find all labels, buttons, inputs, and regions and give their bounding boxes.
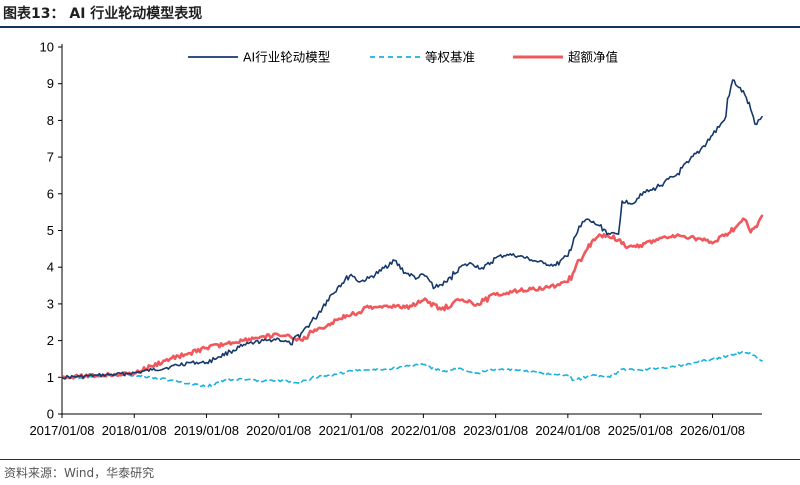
y-tick-label: 5 [47,223,54,238]
x-tick-label: 2021/01/08 [319,423,384,438]
performance-line-chart: 0 1 2 3 4 5 6 7 8 9 10 2017/01/08 2018/01/08 2019/01/… [29,40,764,438]
title-rule [0,26,800,28]
footer-rule [0,459,800,460]
legend-label: 超额净值 [568,50,618,65]
y-tick-label: 1 [47,370,54,385]
y-tick-label: 3 [47,296,54,311]
y-tick-label: 6 [47,186,54,201]
figure-title: 图表13： AI 行业轮动模型表现 [3,6,203,22]
legend-label: AI行业轮动模型 [243,50,330,65]
legend-item-ai-model: AI行业轮动模型 [188,50,330,65]
axes: 0 1 2 3 4 5 6 7 8 9 10 2017/01/08 2018/01/08 2019/01/… [29,40,762,438]
y-tick-label: 7 [47,150,54,165]
series-line-equal-weight [61,350,763,388]
x-tick-label: 2025/01/08 [608,423,673,438]
y-tick-label: 2 [47,333,54,348]
x-tick-label: 2017/01/08 [29,423,94,438]
y-tick-label: 0 [47,407,54,422]
y-tick-label: 8 [47,113,54,128]
series-lines [60,79,764,388]
x-tick-label: 2023/01/08 [463,423,528,438]
series-line-excess-nav [60,214,764,380]
legend-label: 等权基准 [425,50,475,65]
legend-item-equal-weight: 等权基准 [370,50,475,65]
source-note: 资料来源：Wind，华泰研究 [4,466,155,480]
x-tick-label: 2019/01/08 [174,423,239,438]
x-tick-label: 2020/01/08 [246,423,311,438]
legend-item-excess-nav: 超额净值 [513,50,618,65]
x-tick-label: 2018/01/08 [102,423,167,438]
y-tick-label: 4 [47,260,54,275]
legend: AI行业轮动模型 等权基准 超额净值 [188,50,618,65]
series-line-ai-model [61,79,763,380]
y-tick-label: 10 [40,40,54,55]
x-tick-label: 2026/01/08 [680,423,745,438]
x-tick-label: 2024/01/08 [535,423,600,438]
x-tick-label: 2022/01/08 [391,423,456,438]
y-tick-label: 9 [47,76,54,91]
